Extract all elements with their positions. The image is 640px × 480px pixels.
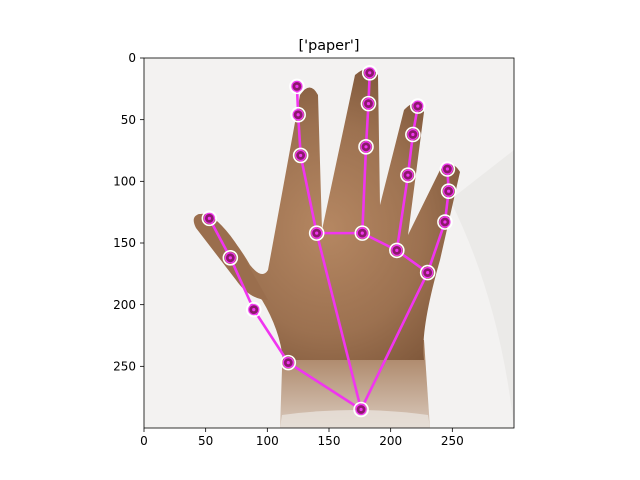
hand-photo [144, 58, 514, 428]
keypoint-marker [292, 147, 309, 164]
keypoint-marker [419, 264, 436, 281]
palm-shape [196, 68, 460, 360]
y-tick-label: 100 [113, 175, 136, 189]
skeleton-line [360, 145, 368, 235]
x-tick-label: 150 [318, 434, 341, 448]
hand-skeleton [208, 71, 450, 411]
y-tick-label: 150 [113, 236, 136, 250]
x-tick-label: 50 [198, 434, 213, 448]
x-tick-label: 100 [256, 434, 279, 448]
keypoint-marker [289, 78, 305, 95]
x-tick-label: 250 [441, 434, 464, 448]
keypoint-marker [354, 225, 371, 241]
skeleton-line [315, 231, 363, 411]
skeleton-line [252, 308, 290, 364]
skeleton-line [359, 271, 429, 411]
keypoint-marker [405, 126, 421, 143]
x-tick-label: 200 [379, 434, 402, 448]
hand-keypoints [201, 65, 457, 418]
y-tick-label: 200 [113, 298, 136, 312]
y-tick-label: 50 [121, 113, 136, 127]
keypoint-marker [358, 139, 374, 155]
y-axis: 0 50 100 150 200 250 [113, 51, 144, 374]
keypoint-marker [440, 183, 457, 199]
background-shadow [450, 150, 514, 428]
keypoint-marker [400, 167, 416, 183]
keypoint-marker [437, 214, 453, 230]
chart-title: ['paper'] [299, 38, 360, 54]
keypoint-marker [409, 98, 426, 114]
skeleton-line [299, 154, 318, 235]
keypoint-marker [360, 95, 377, 112]
y-tick-label: 250 [113, 360, 136, 374]
keypoint-marker [290, 106, 306, 123]
skeleton-line [426, 220, 447, 274]
keypoint-marker [361, 65, 378, 81]
keypoint-marker [280, 354, 297, 371]
keypoint-marker [201, 210, 218, 227]
keypoint-marker [353, 401, 369, 418]
x-axis: 0 50 100 150 200 250 [140, 428, 464, 448]
skeleton-line [286, 361, 363, 411]
keypoint-marker [222, 249, 239, 266]
keypoint-marker [308, 225, 325, 241]
x-tick-label: 0 [140, 434, 148, 448]
skeleton-line [395, 173, 410, 252]
keypoint-marker [389, 242, 405, 259]
y-tick-label: 0 [128, 51, 136, 65]
keypoint-marker [245, 301, 262, 318]
keypoint-marker [439, 161, 456, 177]
skeleton-line [229, 256, 256, 311]
wrist-highlight [280, 410, 430, 428]
